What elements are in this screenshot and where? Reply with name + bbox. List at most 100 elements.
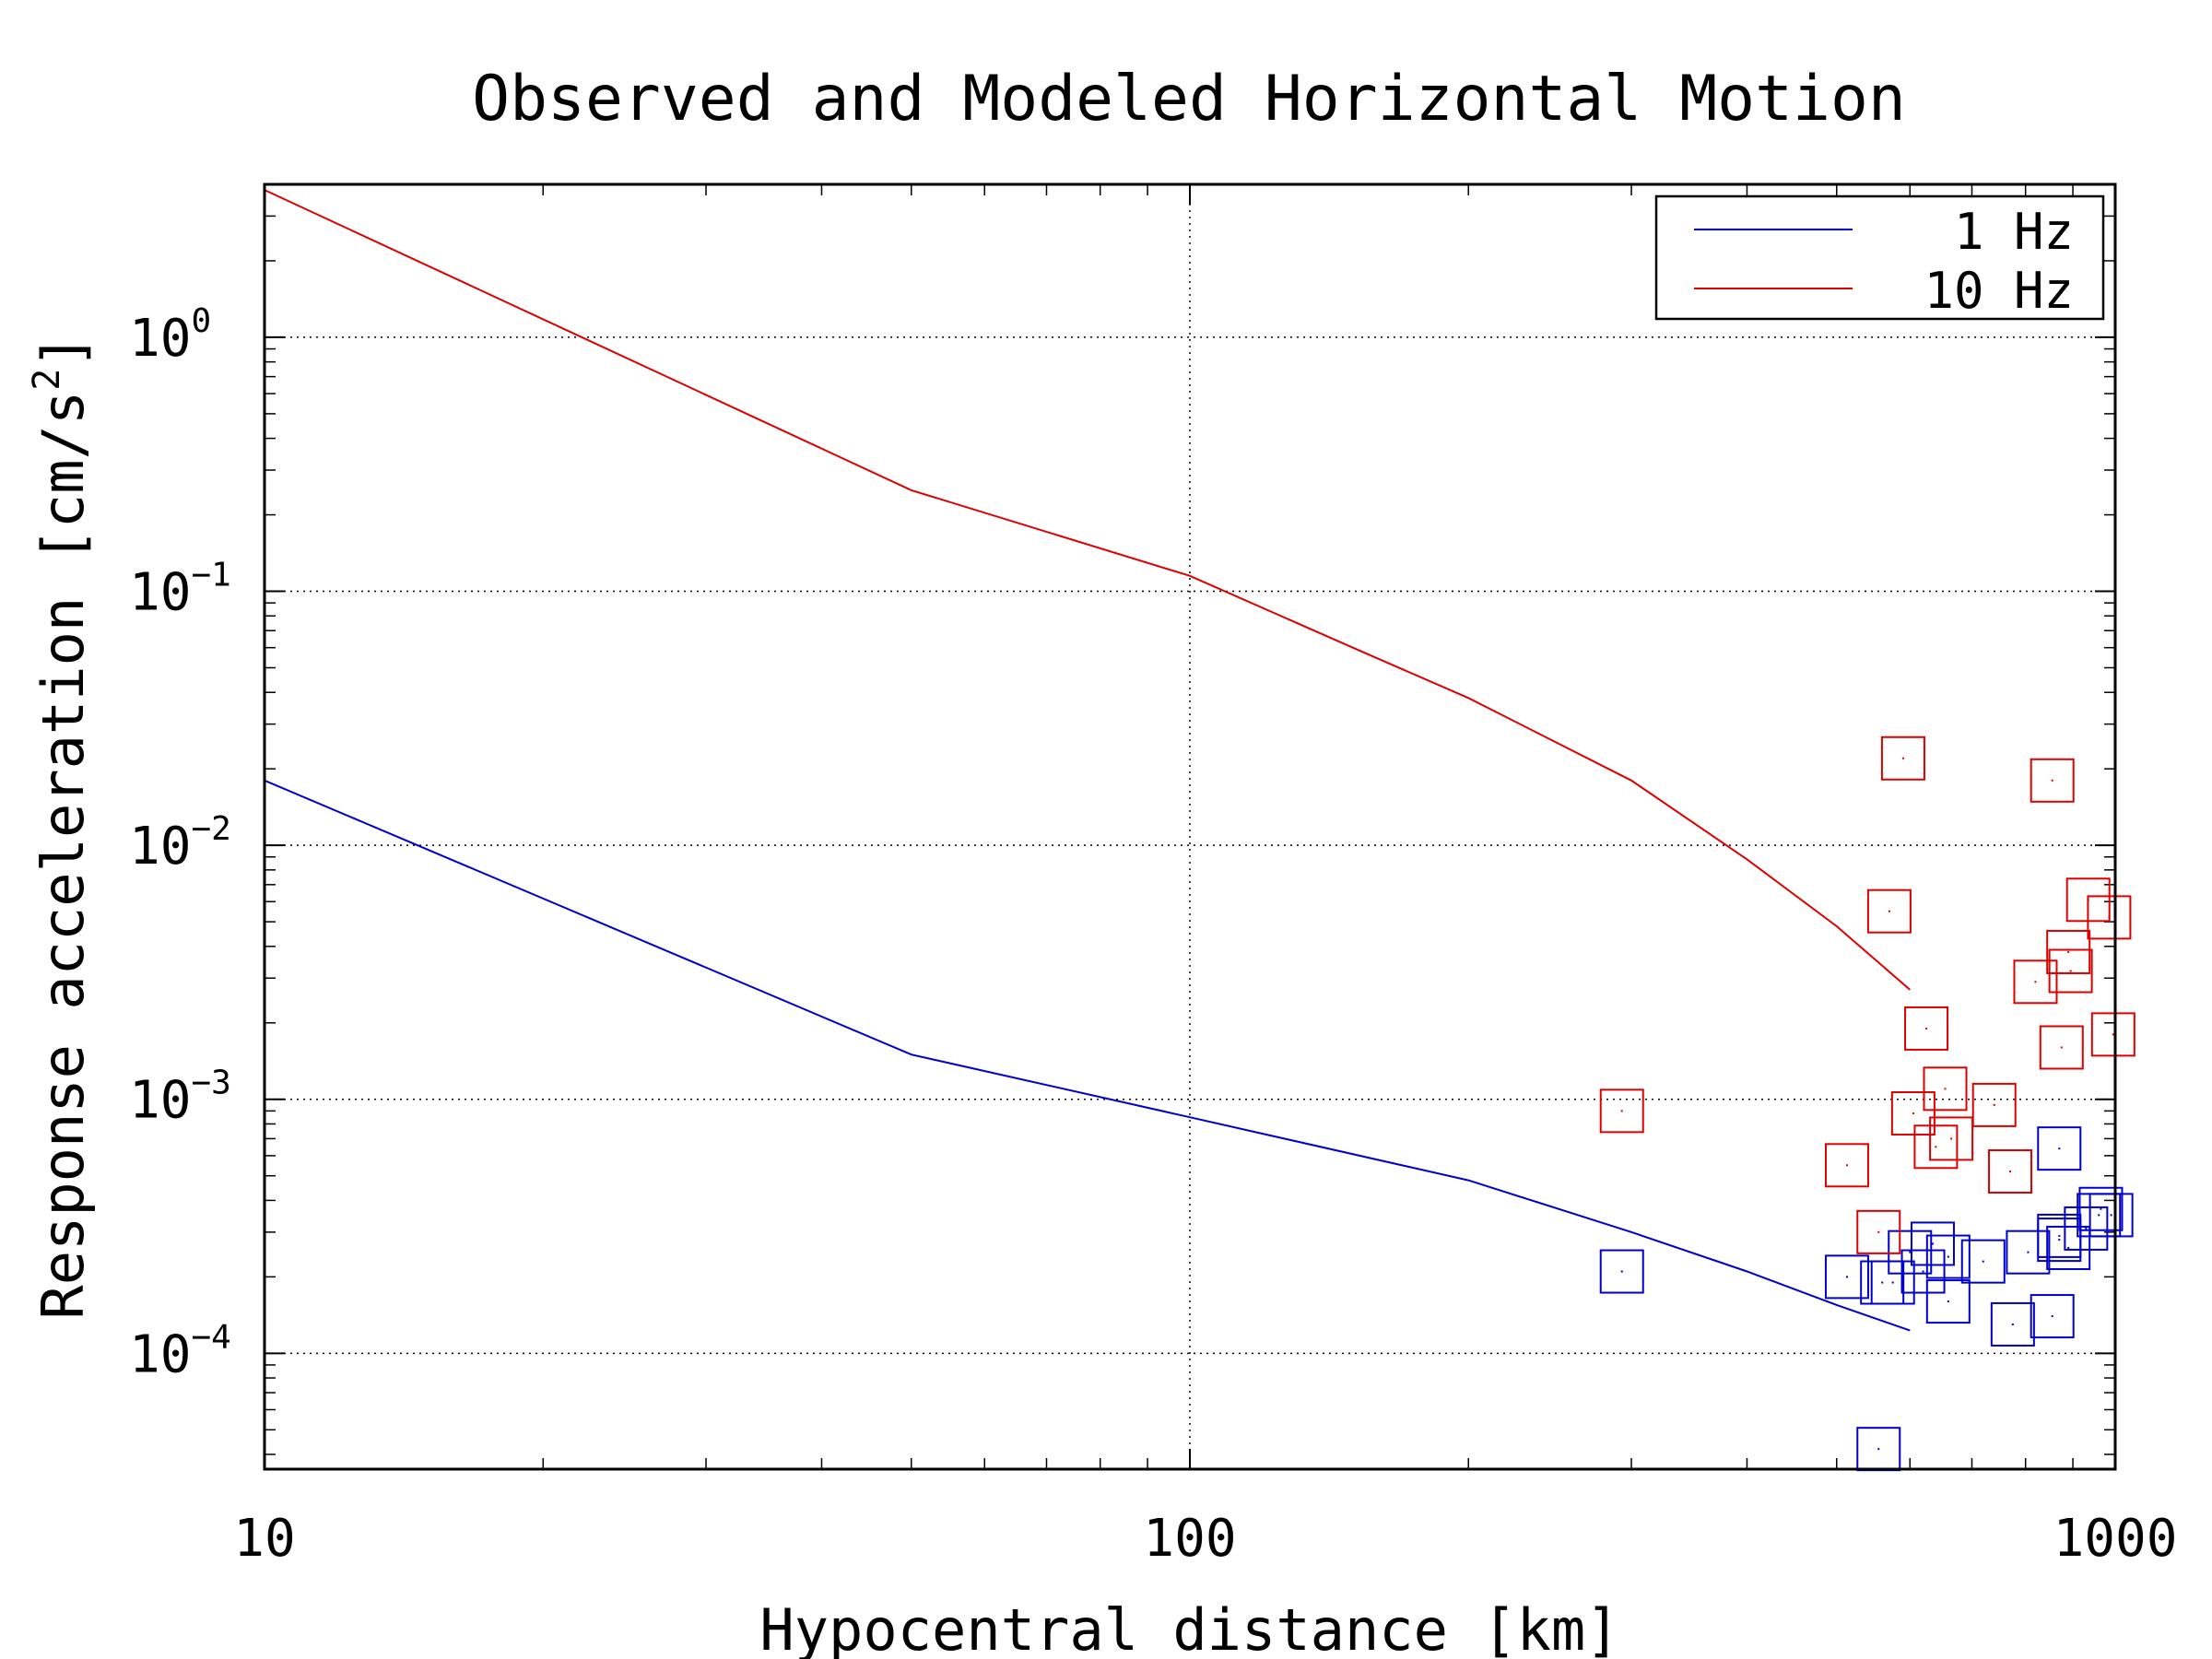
x-tick-labels: 10 100 1000 [233, 1509, 2177, 1569]
observed-marker-center-0 [2085, 1227, 2088, 1230]
observed-marker-center-0 [1922, 1270, 1924, 1273]
observed-marker-0 [1910, 1221, 1955, 1266]
observed-marker-center-1 [1935, 1146, 1937, 1148]
observed-marker-center-0 [2058, 1234, 2061, 1237]
observed-marker-1 [1856, 1209, 1901, 1254]
observed-marker-0 [2046, 1225, 2091, 1270]
x-tick-label: 100 [1143, 1509, 1236, 1569]
legend: 1 Hz 10 Hz [1654, 194, 2105, 321]
y-tick-label: 100 [129, 302, 211, 369]
observed-marker-center-0 [2067, 1246, 2070, 1249]
y-axis-label-close: ] [29, 334, 97, 368]
observed-marker-1 [1880, 735, 1925, 781]
observed-markers [1599, 735, 2136, 1472]
observed-marker-1 [1866, 888, 1912, 934]
y-tick-label: 10−4 [129, 1318, 231, 1384]
observed-marker-center-0 [2011, 1323, 2014, 1325]
observed-marker-center-0 [1845, 1276, 1848, 1278]
observed-marker-center-0 [1982, 1260, 1984, 1263]
observed-marker-center-1 [2060, 1046, 2063, 1049]
plot-frame [263, 182, 2117, 1471]
observed-marker-center-0 [1891, 1281, 1894, 1284]
y-tick-label: 10−1 [129, 557, 231, 623]
legend-label-1hz: 1 Hz [1954, 203, 2074, 261]
observed-marker-center-0 [1881, 1281, 1884, 1284]
observed-marker-center-1 [2051, 779, 2053, 782]
observed-marker-center-0 [2058, 1147, 2061, 1150]
observed-marker-1 [1913, 1124, 1959, 1170]
legend-label-10hz: 10 Hz [1924, 262, 2074, 320]
observed-marker-0 [2064, 1206, 2109, 1251]
observed-marker-center-1 [1620, 1110, 1623, 1112]
y-axis-label-sup: 2 [26, 369, 68, 391]
series-line-1 [264, 189, 1911, 991]
y-axis-label: Response acceleration [cm/s2] [26, 334, 97, 1319]
observed-marker-1 [1929, 1116, 1974, 1161]
observed-marker-0 [1990, 1301, 2035, 1347]
legend-box [1654, 194, 2105, 321]
observed-marker-0 [2078, 1186, 2124, 1231]
x-axis-label: Hypocentral distance [km] [759, 1596, 1619, 1659]
observed-marker-1 [1824, 1143, 1869, 1188]
observed-marker-center-0 [1909, 1251, 1912, 1253]
series-lines [264, 189, 1911, 1332]
observed-marker-center-1 [2067, 950, 2070, 953]
grid [265, 184, 2115, 1469]
observed-marker-0 [1960, 1239, 2006, 1284]
observed-marker-1 [1988, 1149, 2033, 1194]
observed-marker-0 [1925, 1234, 1971, 1279]
observed-marker-center-0 [1947, 1255, 1949, 1258]
observed-marker-center-0 [1620, 1270, 1623, 1273]
observed-marker-center-1 [2069, 970, 2072, 972]
observed-marker-center-0 [2098, 1214, 2100, 1217]
observed-marker-center-0 [1947, 1300, 1949, 1303]
observed-marker-1 [1890, 1091, 1936, 1136]
observed-marker-center-1 [1925, 1027, 1928, 1030]
observed-marker-1 [2039, 1025, 2084, 1070]
observed-marker-0 [2088, 1193, 2134, 1238]
observed-marker-center-1 [1877, 1230, 1880, 1233]
observed-marker-center-0 [2100, 1207, 2102, 1210]
y-tick-label: 10−2 [129, 810, 231, 877]
observed-marker-center-1 [1888, 910, 1890, 912]
observed-marker-0 [2006, 1230, 2051, 1275]
observed-marker-0 [1888, 1230, 1933, 1275]
observed-marker-center-1 [1993, 1103, 1995, 1106]
observed-marker-1 [2046, 929, 2091, 974]
observed-marker-center-1 [1950, 1137, 1953, 1140]
x-tick-label: 1000 [2053, 1509, 2178, 1569]
observed-marker-1 [2090, 1012, 2136, 1057]
observed-marker-center-1 [2112, 1033, 2114, 1036]
observed-marker-1 [2013, 959, 2058, 1005]
y-tick-label: 10−3 [129, 1065, 231, 1131]
chart-title: Observed and Modeled Horizontal Motion [472, 63, 1906, 135]
observed-marker-1 [1599, 1088, 1644, 1134]
observed-marker-1 [1904, 1006, 1949, 1051]
y-tick-labels: 100 10−1 10−2 10−3 10−4 [129, 302, 231, 1384]
observed-marker-0 [1925, 1279, 1971, 1324]
observed-marker-center-1 [2009, 1171, 2012, 1173]
observed-marker-center-0 [2051, 1315, 2053, 1318]
observed-marker-0 [1870, 1260, 1915, 1305]
observed-marker-0 [2037, 1126, 2082, 1171]
observed-marker-center-1 [2034, 981, 2037, 983]
observed-marker-1 [1923, 1066, 1968, 1112]
observed-marker-0 [2037, 1213, 2082, 1258]
observed-marker-center-0 [1931, 1242, 1934, 1245]
x-tick-label: 10 [233, 1509, 295, 1569]
observed-marker-center-1 [2108, 916, 2111, 919]
observed-marker-center-1 [1912, 1112, 1914, 1115]
observed-marker-center-0 [1877, 1448, 1880, 1451]
observed-marker-center-0 [2110, 1214, 2112, 1217]
observed-marker-center-1 [1944, 1088, 1947, 1090]
observed-marker-center-0 [2058, 1239, 2061, 1241]
observed-marker-1 [2030, 758, 2075, 803]
observed-marker-0 [1824, 1254, 1869, 1300]
y-axis-label-main: Response acceleration [cm/s [29, 391, 97, 1320]
observed-marker-1 [2048, 948, 2093, 994]
observed-marker-center-1 [1845, 1164, 1848, 1167]
observed-marker-0 [2030, 1294, 2075, 1339]
series-line-0 [264, 779, 1911, 1332]
observed-marker-0 [1900, 1249, 1946, 1294]
